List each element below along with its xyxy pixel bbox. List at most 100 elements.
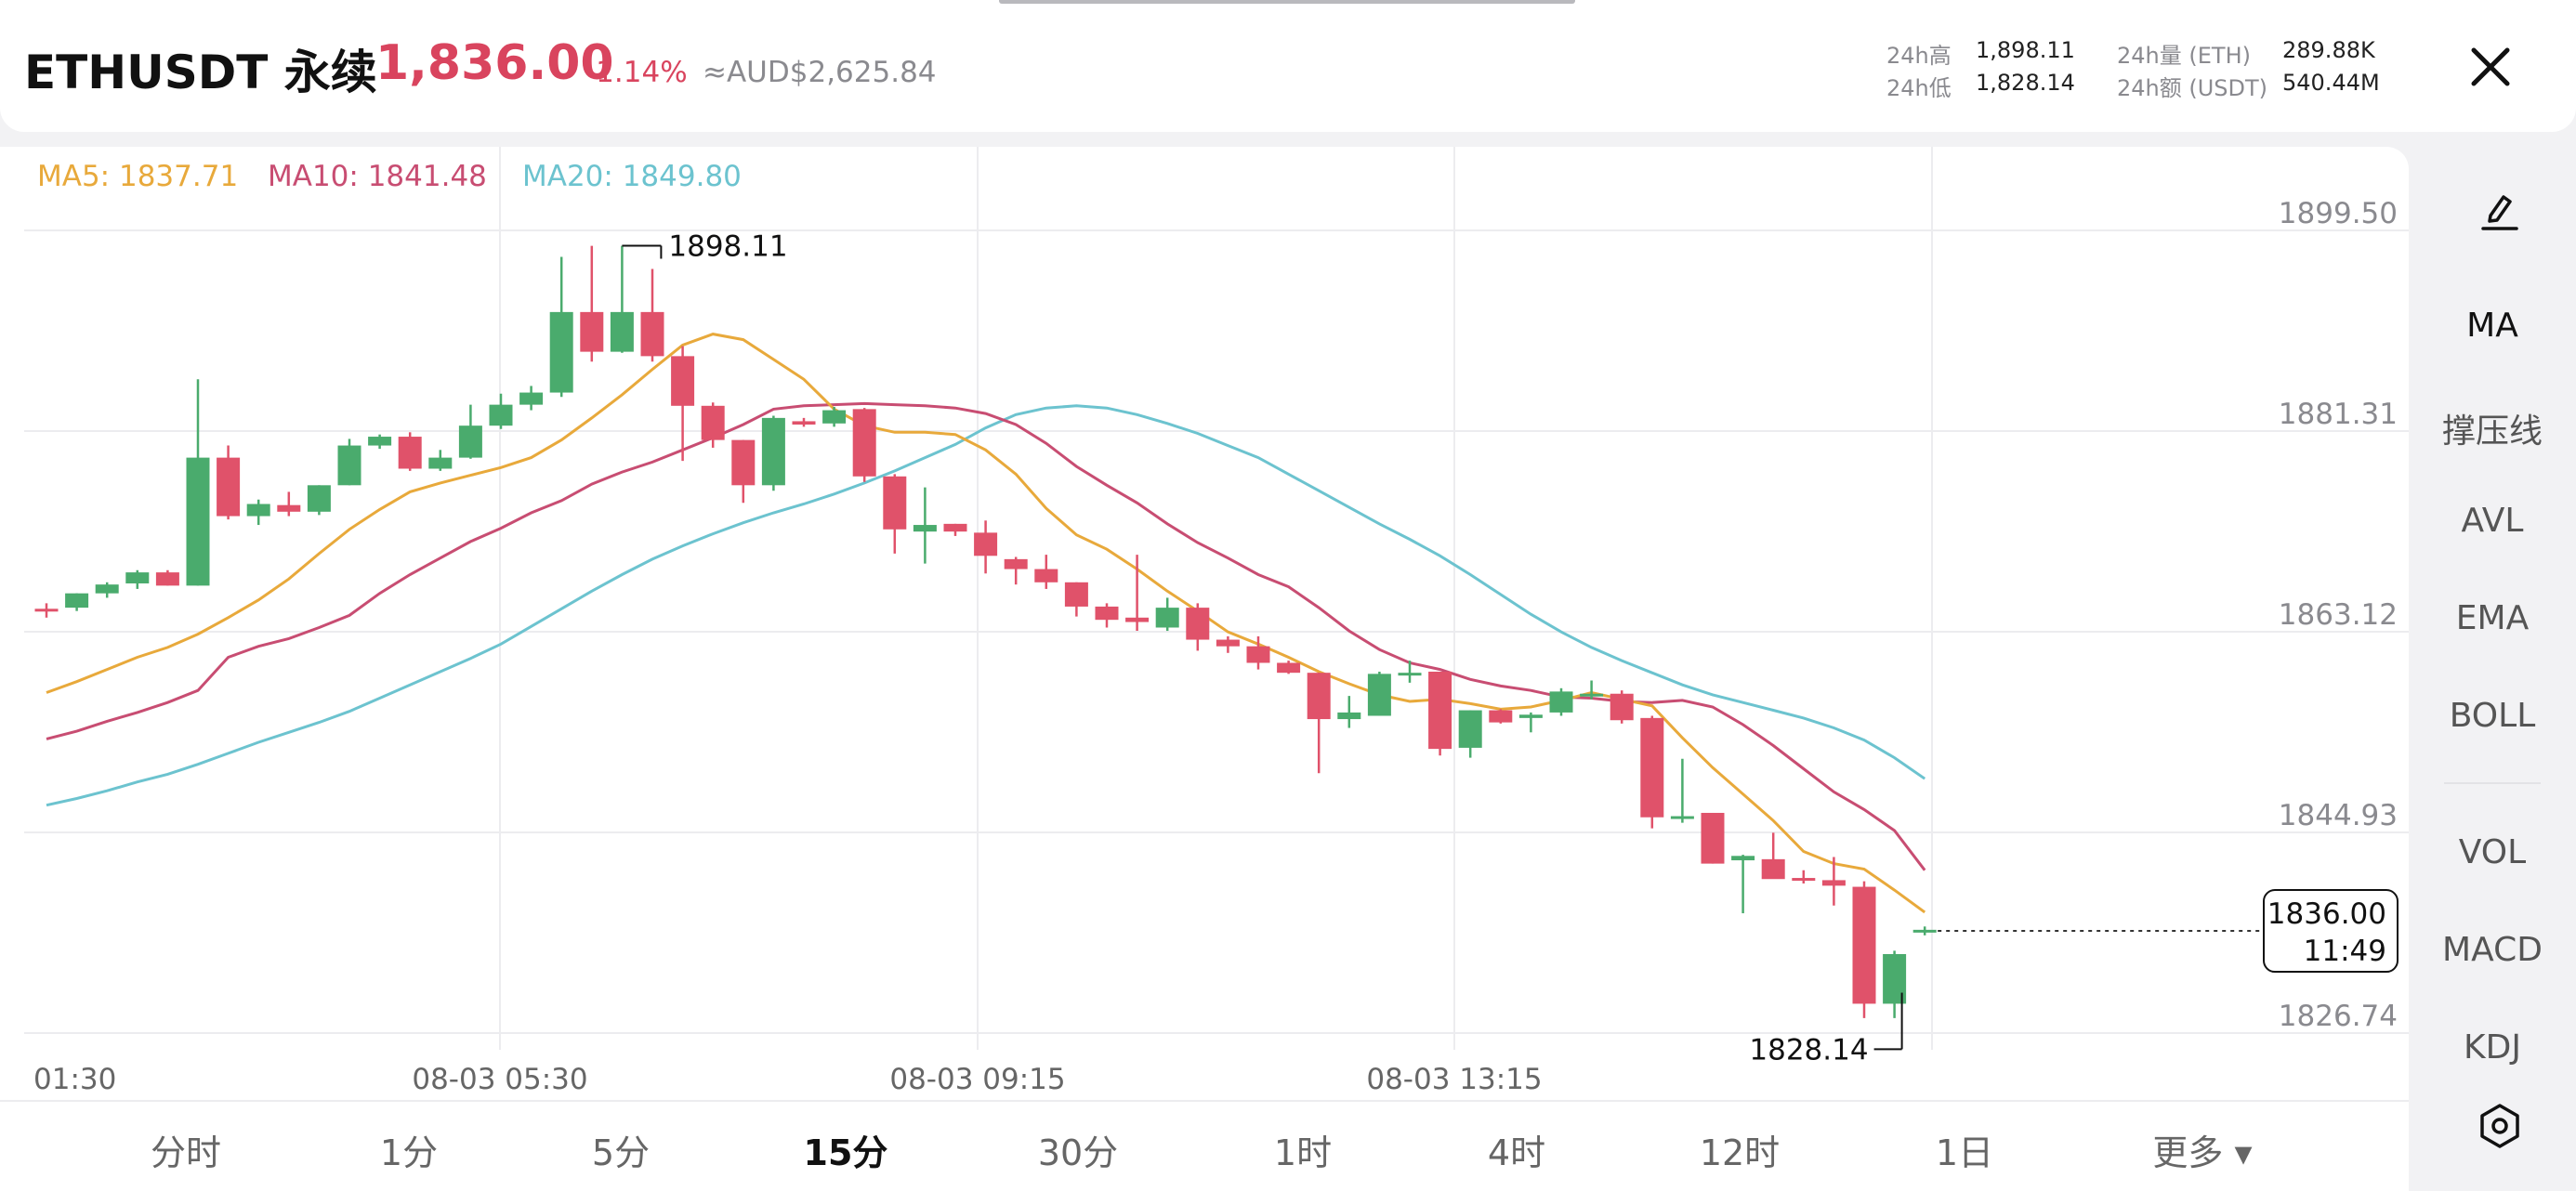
draw-tool-button[interactable] [2472,182,2528,238]
timeframe-tab[interactable]: 4时 [1487,1132,1546,1173]
candle-body [1155,608,1179,628]
candle-body [1701,812,1725,864]
y-tick-label: 1899.50 [2279,197,2398,230]
ma10-legend-text: MA10: 1841.48 [268,160,487,193]
candle-body [1792,878,1816,882]
last-price-box [2263,889,2399,974]
candle-body [1216,639,1240,647]
candle-body [610,311,634,352]
last-price: 1,836.00 [375,35,614,91]
settings-hexagon-icon [2480,1104,2519,1148]
timeframe-tab[interactable]: 15分 [803,1132,888,1173]
candle-body [1821,880,1846,886]
stat-high-value: 1,898.11 [1976,37,2075,63]
candle-body [1398,673,1422,676]
indicator-avl[interactable]: AVL [2461,502,2524,540]
timeframe-tab[interactable]: 更多 ▾ [2152,1132,2253,1173]
indicator-boll[interactable]: BOLL [2449,697,2536,735]
candle-body [125,572,150,583]
candle-body [95,584,119,594]
stat-volume-label: 24h量 (ETH) [2117,43,2251,69]
indicator-support-resistance[interactable]: 撑压线 [2441,412,2543,451]
candle-body [1246,646,1270,663]
candle-body [1458,710,1482,748]
candle-body [1428,671,1452,750]
candle-body [1367,674,1391,716]
ma5-legend: MA5: 1837.71 [37,160,238,193]
candle-body [1095,606,1119,621]
candle-body [489,404,513,426]
symbol-title[interactable]: ETHUSDT 永续 [24,46,377,99]
candle-body [1277,662,1301,674]
x-tick-label: 08-03 05:30 [412,1063,587,1096]
y-tick-label: 1844.93 [2279,799,2398,832]
last-price-value: 1836.00 [2267,897,2386,931]
candle-body [1640,717,1664,818]
close-icon [2471,47,2510,86]
candle-body [549,311,573,393]
timeframe-tab[interactable]: 1时 [1273,1132,1333,1173]
close-button[interactable] [2464,41,2517,93]
candle-body [731,439,756,486]
candle-body [852,409,876,477]
candle-body [671,356,695,406]
candle-body [337,445,361,486]
candle-body [1549,691,1573,713]
indicator-ema[interactable]: EMA [2455,599,2530,637]
ma20-line [46,404,1926,807]
timeframe-tab[interactable]: 12时 [1699,1132,1781,1173]
x-tick-label: 01:30 [33,1063,116,1096]
low-price-label: 1828.14 [1749,1033,1868,1067]
timeframe-tab[interactable]: 30分 [1037,1132,1119,1173]
candle-body [1610,693,1634,721]
stat-turnover-value: 540.44M [2282,70,2380,96]
timeframe-bar [0,1100,2409,1191]
y-tick-label: 1826.74 [2279,1000,2398,1033]
candle-body [701,405,725,440]
stat-high-label: 24h高 [1886,43,1952,69]
x-tick-label: 08-03 13:15 [1366,1063,1542,1096]
candle-body [1307,673,1331,720]
candle-body [368,437,392,446]
stat-volume-value: 289.88K [2282,37,2375,63]
candle-body [1034,569,1058,582]
candle-body [186,457,210,586]
indicator-ma[interactable]: MA [2466,307,2518,345]
timeframe-tab[interactable]: 1日 [1935,1132,1994,1173]
candle-body [428,457,453,469]
candle-body [1912,929,1937,933]
candle-body [1004,558,1028,569]
candle-body [458,425,482,458]
indicator-macd[interactable]: MACD [2442,931,2543,969]
stat-low-label: 24h低 [1886,75,1952,101]
timeframe-tab[interactable]: 5分 [591,1132,651,1173]
candle-body [398,437,422,469]
candle-body [519,392,544,405]
candle-body [155,572,179,586]
fiat-price: ≈AUD$2,625.84 [703,56,937,89]
candle-body [1125,617,1150,622]
y-tick-label: 1881.31 [2279,398,2398,431]
timeframe-tab[interactable]: 分时 [150,1132,222,1173]
candle-body [1186,608,1210,640]
price-change-percent: -1.14% [585,56,688,89]
candle-body [34,609,59,612]
chart-settings-button[interactable] [2472,1098,2528,1154]
x-tick-label: 08-03 09:15 [889,1063,1065,1096]
timeframe-tab[interactable]: 1分 [379,1132,439,1173]
stat-turnover-label: 24h额 (USDT) [2117,75,2268,101]
candle-body [307,485,331,512]
y-tick-label: 1863.12 [2279,598,2398,632]
indicator-vol[interactable]: VOL [2458,833,2527,871]
candle-body [761,417,785,486]
indicator-kdj[interactable]: KDJ [2464,1028,2521,1066]
ticker-header: ETHUSDT 永续 1,836.00 -1.14% ≈AUD$2,625.84… [0,0,2576,132]
candle-body [1518,714,1543,718]
ma5-legend-text: MA5: 1837.71 [37,160,239,193]
candle-body [974,532,998,556]
candle-body [943,523,967,532]
drag-handle[interactable] [999,0,1575,4]
high-price-label: 1898.11 [668,230,787,264]
ma20-legend-text: MA20: 1849.80 [522,160,742,193]
